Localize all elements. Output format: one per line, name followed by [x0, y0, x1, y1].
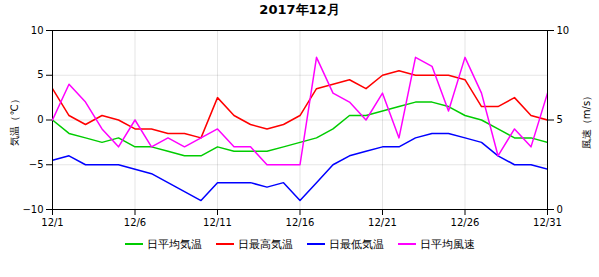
- svg-text:0: 0: [37, 114, 43, 125]
- svg-text:12/21: 12/21: [368, 217, 397, 228]
- svg-text:−10: −10: [22, 204, 43, 215]
- svg-text:12/26: 12/26: [451, 217, 480, 228]
- svg-text:−5: −5: [29, 159, 44, 170]
- svg-text:5: 5: [37, 69, 43, 80]
- svg-text:12/11: 12/11: [203, 217, 232, 228]
- svg-text:0: 0: [557, 204, 563, 215]
- svg-text:10: 10: [31, 25, 44, 36]
- html-text:日最高気温: 日最高気温: [237, 237, 293, 251]
- svg-text:気温（℃）: 気温（℃）: [9, 94, 20, 145]
- svg-text:12/16: 12/16: [286, 217, 315, 228]
- svg-text:5: 5: [557, 114, 563, 125]
- html-text:日平均気温: 日平均気温: [146, 237, 202, 251]
- svg-text:12/31: 12/31: [533, 217, 562, 228]
- svg-text:10: 10: [557, 25, 570, 36]
- svg-text:風速（m/s）: 風速（m/s）: [581, 91, 592, 149]
- html-text:2017年12月: 2017年12月: [259, 2, 340, 17]
- html-text:日平均風速: 日平均風速: [419, 237, 475, 251]
- svg-text:12/6: 12/6: [124, 217, 146, 228]
- svg-text:12/1: 12/1: [41, 217, 63, 228]
- html-text:日最低気温: 日最低気温: [328, 237, 384, 251]
